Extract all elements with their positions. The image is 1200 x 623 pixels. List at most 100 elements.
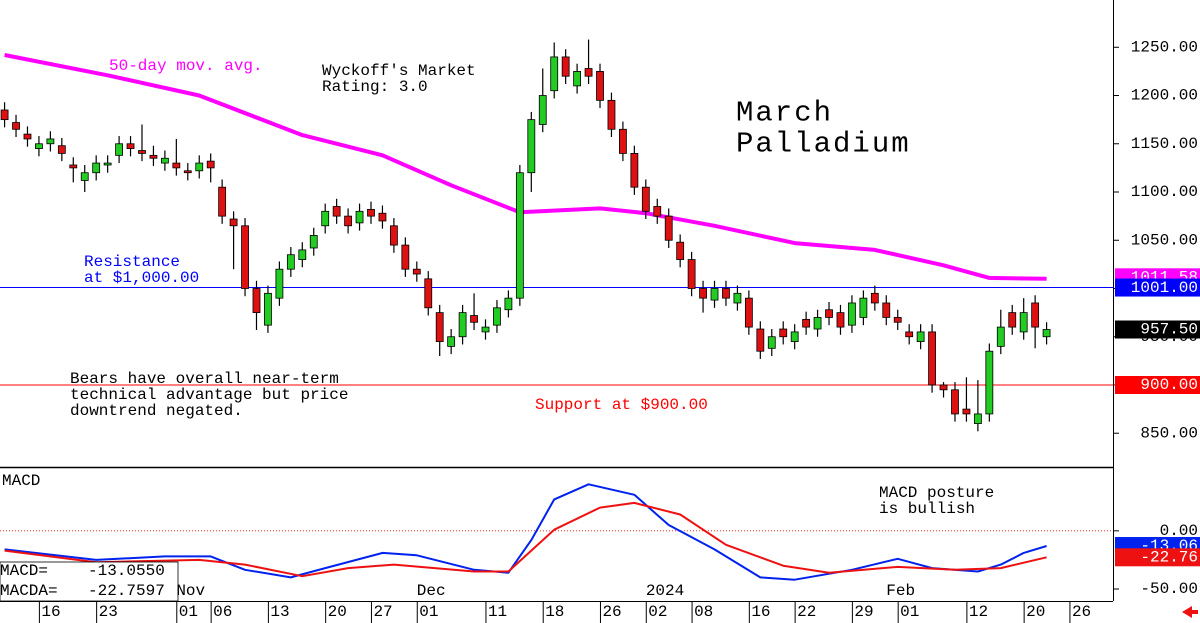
x-tick-label: 01	[900, 603, 919, 621]
candle-body	[1042, 329, 1051, 338]
candle-body	[733, 292, 742, 304]
x-tick-label: 06	[213, 603, 232, 621]
candle-body	[241, 225, 249, 289]
candle-body	[779, 328, 788, 338]
y-tick-label: 1150.00	[1131, 135, 1198, 153]
candle-body	[206, 160, 215, 169]
candle-body	[412, 268, 421, 275]
candle-body	[470, 315, 478, 323]
candle-body	[218, 186, 227, 217]
bearish-note: Bears have overall near-term	[70, 370, 339, 388]
candle-body	[584, 68, 593, 77]
candle-body	[115, 143, 123, 156]
macd-marker-label: -22.76	[1140, 549, 1198, 567]
candle-body	[344, 215, 352, 227]
readout-box	[0, 561, 179, 602]
readout-value: -22.7597	[88, 582, 165, 600]
macd-note: MACD posture	[879, 484, 994, 502]
candle-body	[309, 235, 318, 249]
rating-note: Rating: 3.0	[322, 78, 428, 96]
candle-body	[183, 170, 192, 174]
y-tick-label: 1100.00	[1131, 183, 1198, 201]
y-tick-label: 1250.00	[1131, 38, 1198, 56]
price-marker	[1115, 375, 1200, 394]
candle-body	[390, 225, 398, 246]
price-marker-label: 900.00	[1140, 376, 1198, 394]
candle-body	[561, 56, 570, 77]
candle-body	[195, 162, 204, 172]
candle-body	[160, 157, 169, 164]
moving-average	[4, 53, 1047, 281]
candle-body	[859, 297, 868, 318]
y-tick-label: 1050.00	[1131, 231, 1198, 249]
macd-line	[4, 501, 1047, 578]
bearish-note: technical advantage but price	[70, 386, 348, 404]
x-tick-label: 27	[373, 603, 392, 621]
candle-body	[641, 186, 650, 212]
support-note: Support at $900.00	[535, 396, 708, 414]
x-tick-label: 01	[419, 603, 438, 621]
candle-body	[870, 292, 879, 304]
candle-body	[928, 331, 936, 386]
candle-body	[332, 206, 341, 217]
candle-body	[802, 318, 811, 328]
candle-body	[46, 138, 55, 145]
candle-body	[722, 288, 730, 299]
candle-body	[367, 208, 375, 217]
x-tick-label: 16	[41, 603, 60, 621]
x-tick-label: 20	[328, 603, 347, 621]
candle-body	[882, 302, 891, 318]
candle-body	[939, 384, 948, 391]
candle-body	[57, 145, 66, 154]
candle-body	[905, 331, 914, 338]
marks-layer	[0, 39, 1113, 581]
candle-body	[596, 71, 604, 101]
candle-body	[538, 95, 547, 125]
candle-body	[401, 244, 410, 270]
candle-body	[69, 164, 78, 169]
readout-name: MACDA=	[0, 582, 58, 600]
candle-body	[264, 292, 272, 326]
readout-name: MACD=	[0, 562, 48, 580]
x-tick-label: 16	[751, 603, 770, 621]
month-label: Feb	[886, 582, 915, 600]
candle-body	[12, 122, 20, 130]
x-tick-label: 29	[854, 603, 873, 621]
candle-body	[756, 328, 765, 352]
month-label: Nov	[176, 582, 205, 600]
candle-body	[92, 162, 101, 174]
candle-body	[607, 99, 616, 130]
candle-body	[275, 268, 284, 299]
x-tick-label: 13	[270, 603, 289, 621]
x-tick-label: 23	[99, 603, 118, 621]
candle-body	[848, 302, 856, 326]
price-marker-label: 957.50	[1140, 321, 1198, 339]
candle-body	[825, 309, 833, 318]
candle-body	[813, 317, 822, 330]
price-marker	[1115, 278, 1200, 297]
price-marker	[1115, 320, 1200, 339]
candle-body	[149, 154, 158, 159]
scroll-arrow[interactable]	[1182, 606, 1198, 618]
x-tick-label: 11	[488, 603, 507, 621]
x-tick-label: 18	[545, 603, 564, 621]
candle-body	[424, 278, 433, 309]
candle-body	[80, 172, 89, 181]
macd-title: MACD	[2, 472, 40, 490]
candle-body	[836, 312, 845, 328]
readout-value: -13.0550	[88, 562, 165, 580]
candle-body	[1008, 312, 1017, 328]
candle-body	[252, 288, 261, 314]
candle-body	[229, 218, 238, 227]
candle-body	[767, 336, 776, 349]
x-tick-label: 22	[797, 603, 816, 621]
chart-title: March	[736, 97, 833, 130]
candle-body	[676, 241, 685, 260]
candle-body	[126, 143, 135, 149]
x-tick-label: 26	[602, 603, 621, 621]
candle-body	[973, 413, 982, 424]
candle-body	[630, 153, 639, 188]
x-tick-label: 20	[1026, 603, 1045, 621]
x-tick-label: 26	[1072, 603, 1091, 621]
candle-body	[916, 331, 925, 342]
